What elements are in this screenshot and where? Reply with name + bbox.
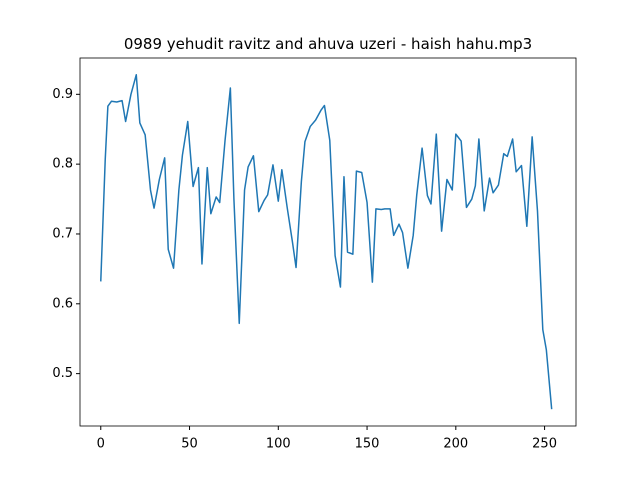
x-tick-label: 250 [532,437,557,452]
x-tick-label: 100 [266,437,291,452]
chart-title: 0989 yehudit ravitz and ahuva uzeri - ha… [124,35,532,53]
x-tick-label: 50 [181,437,198,452]
x-tick-label: 150 [355,437,380,452]
y-tick-label: 0.8 [52,157,73,172]
data-line [100,74,553,410]
y-tick-label: 0.6 [52,296,73,311]
y-tick-label: 0.7 [52,226,73,241]
plot-frame [79,57,577,427]
y-tick-label: 0.5 [52,366,73,381]
x-tick-label: 200 [443,437,468,452]
y-tick-label: 0.9 [52,87,73,102]
x-tick-label: 0 [97,437,105,452]
